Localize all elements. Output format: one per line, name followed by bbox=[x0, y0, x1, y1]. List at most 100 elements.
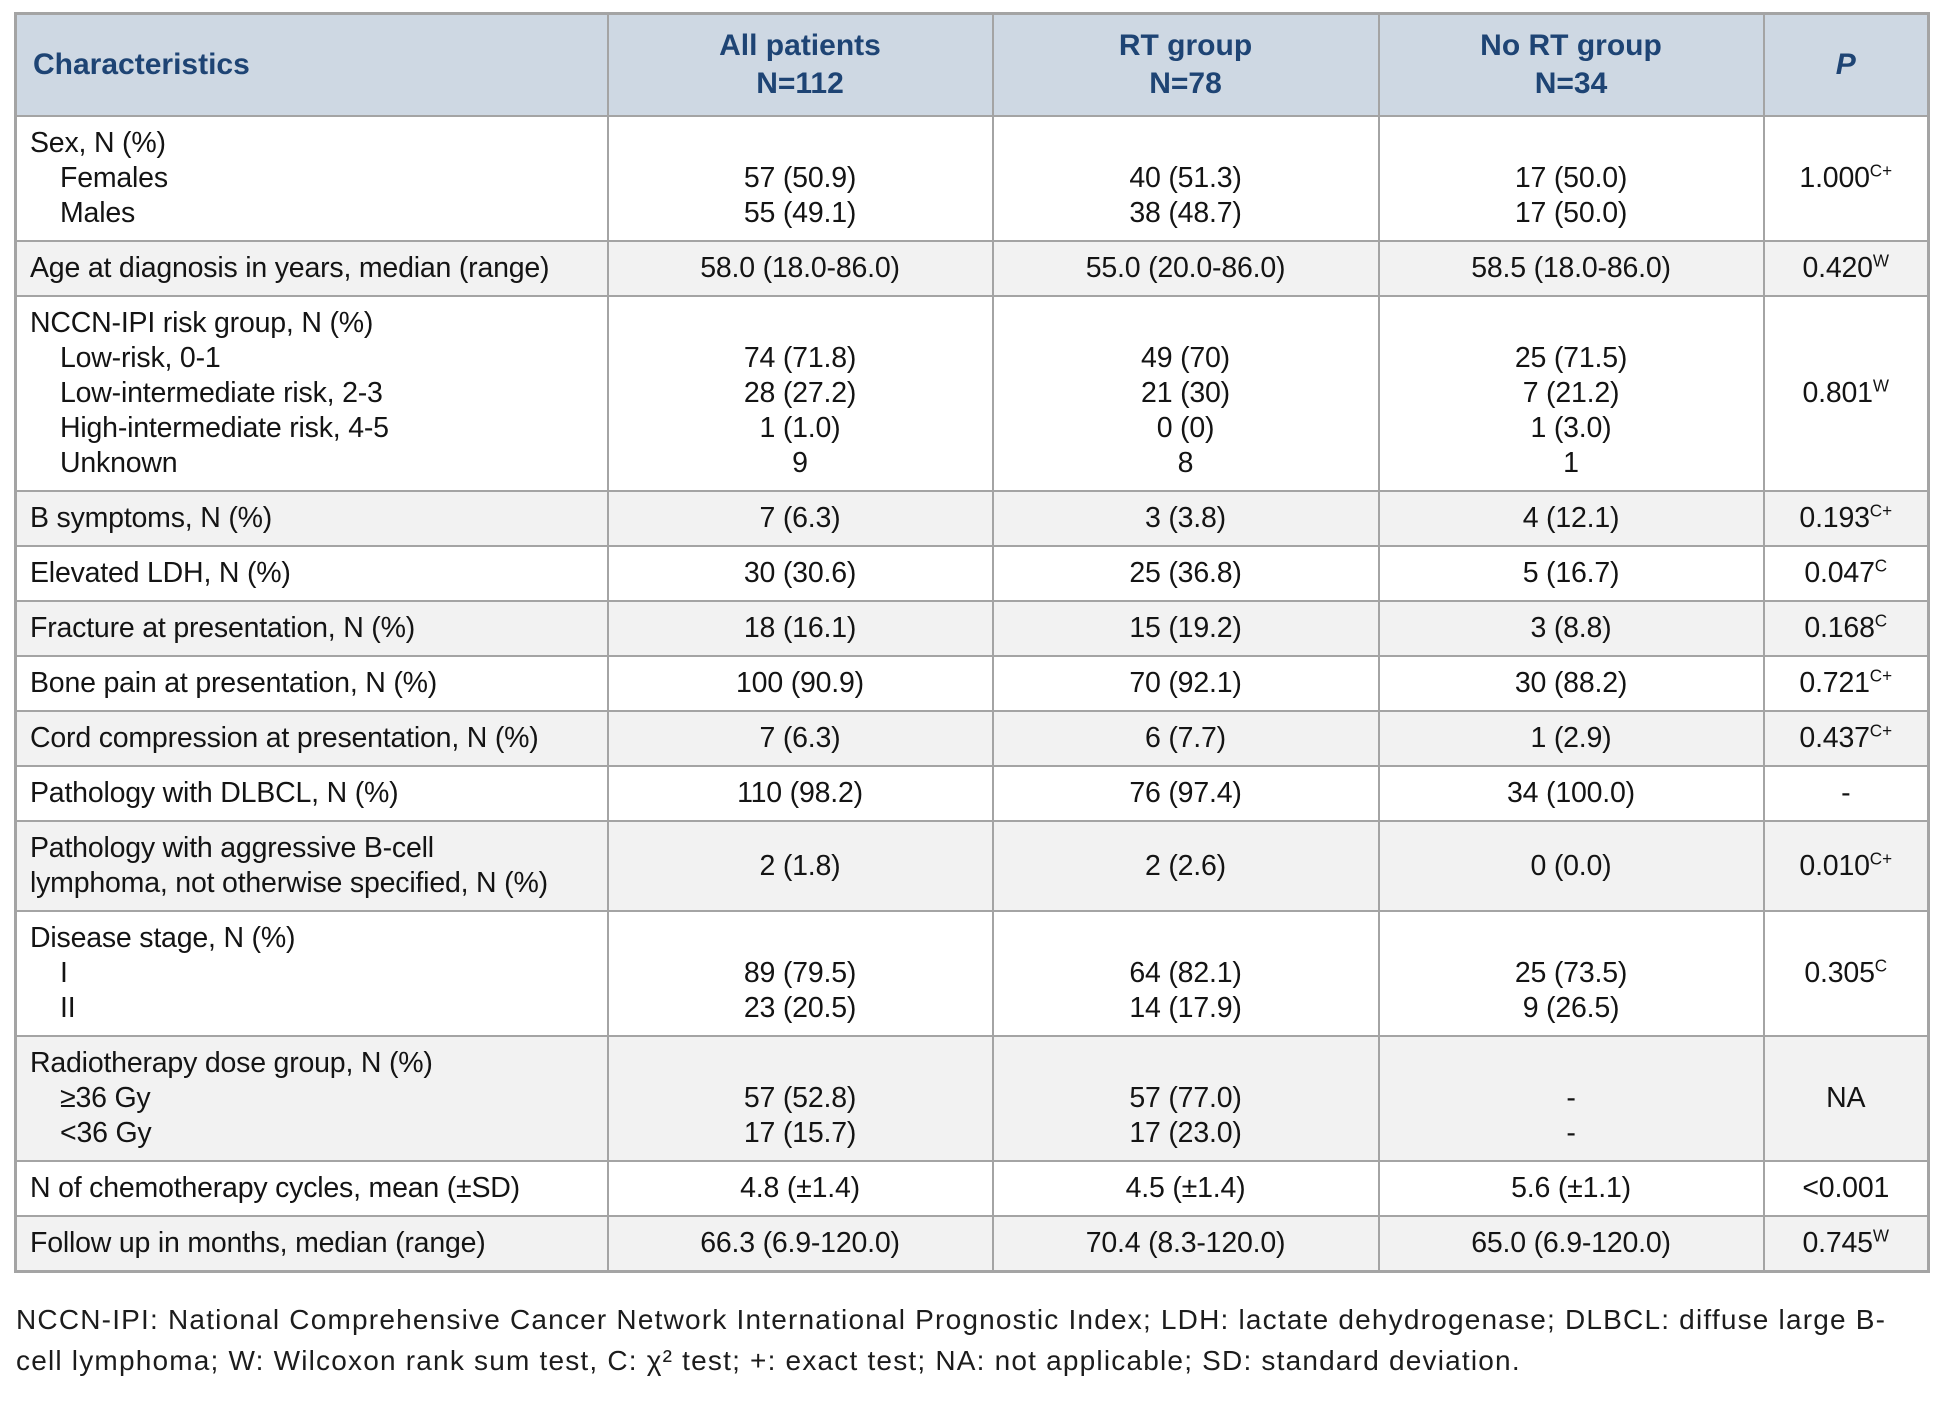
value-line: 58.0 (18.0-86.0) bbox=[700, 252, 900, 284]
row-label: Follow up in months, median (range) bbox=[14, 1215, 609, 1273]
value-line: 2 (2.6) bbox=[1145, 849, 1226, 882]
value-line: 5 (16.7) bbox=[1522, 557, 1620, 589]
row-label: Age at diagnosis in years, median (range… bbox=[14, 240, 609, 297]
row-label-line: I bbox=[60, 957, 68, 989]
p-superscript: W bbox=[1872, 376, 1889, 396]
value-line: 70.4 (8.3-120.0) bbox=[1085, 1227, 1286, 1259]
table-row: Disease stage, N (%) I II 89 (79.5) 23 (20.… bbox=[14, 910, 1930, 1037]
value-line: 89 (79.5) bbox=[743, 957, 857, 989]
col-header-all-patients: All patients N=112 bbox=[606, 12, 994, 117]
row-label-line: Bone pain at presentation, N (%) bbox=[30, 667, 438, 699]
p-superscript: C bbox=[1874, 611, 1888, 631]
cell-p-value: 0.010C+ bbox=[1762, 820, 1930, 912]
value-line: 57 (52.8) bbox=[743, 1082, 857, 1114]
cell-no-rt-group: 5 (16.7) bbox=[1377, 545, 1765, 602]
value-line: 1 (1.0) bbox=[759, 412, 841, 444]
row-label: Elevated LDH, N (%) bbox=[14, 545, 609, 602]
value-line: 3 (8.8) bbox=[1530, 612, 1612, 644]
p-superscript: C+ bbox=[1869, 666, 1893, 686]
table-footnote: NCCN-IPI: National Comprehensive Cancer … bbox=[16, 1304, 1887, 1376]
p-superscript: C+ bbox=[1869, 849, 1893, 868]
value-line: 5.6 (±1.1) bbox=[1511, 1172, 1631, 1204]
value-line: - bbox=[1566, 1082, 1576, 1114]
table-row: Elevated LDH, N (%) 30 (30.6) 25 (36.8) 5 (… bbox=[14, 545, 1930, 602]
value-line bbox=[1006, 306, 1366, 341]
col-header-p-value: P bbox=[1762, 12, 1930, 117]
row-label: Radiotherapy dose group, N (%) ≥36 Gy <36 … bbox=[14, 1035, 609, 1162]
row-label: Fracture at presentation, N (%) bbox=[14, 600, 609, 657]
value-line: 66.3 (6.9-120.0) bbox=[700, 1227, 900, 1259]
value-line bbox=[1392, 126, 1751, 161]
col-header-sublabel: N=78 bbox=[1149, 67, 1222, 100]
cell-rt-group: 70 (92.1) bbox=[991, 655, 1380, 712]
p-superscript: W bbox=[1872, 251, 1889, 271]
table-head: Characteristics All patients N=112 RT gr… bbox=[14, 12, 1930, 117]
cell-p-value: - bbox=[1762, 765, 1930, 822]
cell-no-rt-group: 5.6 (±1.1) bbox=[1377, 1160, 1765, 1217]
cell-p-value: 0.437C+ bbox=[1762, 710, 1930, 767]
cell-p-value: 0.801W bbox=[1762, 295, 1930, 492]
p-superscript: C bbox=[1874, 956, 1888, 976]
value-line: 74 (71.8) bbox=[743, 342, 857, 374]
value-line: 65.0 (6.9-120.0) bbox=[1471, 1227, 1671, 1259]
cell-no-rt-group: 34 (100.0) bbox=[1377, 765, 1765, 822]
p-superscript: C+ bbox=[1869, 721, 1893, 741]
cell-no-rt-group: 30 (88.2) bbox=[1377, 655, 1765, 712]
cell-rt-group: 2 (2.6) bbox=[991, 820, 1380, 912]
cell-rt-group: 15 (19.2) bbox=[991, 600, 1380, 657]
cell-no-rt-group: 1 (2.9) bbox=[1377, 710, 1765, 767]
col-header-rt-group: RT group N=78 bbox=[991, 12, 1380, 117]
value-line: 1 bbox=[1563, 447, 1579, 479]
col-header-sublabel: N=34 bbox=[1534, 67, 1608, 100]
cell-rt-group: 40 (51.3) 38 (48.7) bbox=[991, 115, 1380, 242]
p-superscript: C+ bbox=[1869, 161, 1893, 181]
cell-p-value: 0.047C bbox=[1762, 545, 1930, 602]
table-row: Follow up in months, median (range) 66.3 … bbox=[14, 1215, 1930, 1273]
col-header-sublabel: N=112 bbox=[756, 67, 844, 100]
table-row: Pathology with DLBCL, N (%) 110 (98.2) 76 … bbox=[14, 765, 1930, 822]
value-line: 6 (7.7) bbox=[1145, 722, 1226, 754]
cell-all-patients: 100 (90.9) bbox=[606, 655, 994, 712]
value-line bbox=[1006, 921, 1366, 956]
cell-all-patients: 18 (16.1) bbox=[606, 600, 994, 657]
value-line: 70 (92.1) bbox=[1129, 667, 1242, 699]
cell-p-value: 0.193C+ bbox=[1762, 490, 1930, 547]
value-line: 55.0 (20.0-86.0) bbox=[1085, 252, 1286, 284]
col-header-no-rt-group: No RT group N=34 bbox=[1377, 12, 1765, 117]
table-row: Bone pain at presentation, N (%) 100 (90.… bbox=[14, 655, 1930, 712]
row-label-line: Low-risk, 0-1 bbox=[60, 342, 221, 374]
col-header-label: Characteristics bbox=[33, 48, 250, 81]
cell-all-patients: 89 (79.5) 23 (20.5) bbox=[606, 910, 994, 1037]
cell-no-rt-group: 65.0 (6.9-120.0) bbox=[1377, 1215, 1765, 1273]
cell-no-rt-group: 25 (71.5) 7 (21.2) 1 (3.0) 1 bbox=[1377, 295, 1765, 492]
cell-rt-group: 6 (7.7) bbox=[991, 710, 1380, 767]
col-header-characteristics: Characteristics bbox=[14, 12, 609, 117]
table-row: NCCN-IPI risk group, N (%) Low-risk, 0-1 L… bbox=[14, 295, 1930, 492]
table-row: Sex, N (%) Females Males 57 (50.9) 55 (49.1… bbox=[14, 115, 1930, 242]
row-label-line: Males bbox=[60, 197, 136, 229]
value-line: 110 (98.2) bbox=[737, 777, 863, 809]
cell-all-patients: 110 (98.2) bbox=[606, 765, 994, 822]
row-label-line: Pathology with aggressive B-cell bbox=[30, 832, 434, 864]
cell-p-value: 1.000C+ bbox=[1762, 115, 1930, 242]
row-label-line: Sex, N (%) bbox=[30, 127, 166, 159]
value-line: 0 (0.0) bbox=[1530, 849, 1612, 882]
value-line: 28 (27.2) bbox=[743, 377, 857, 409]
col-header-label: No RT group bbox=[1480, 29, 1662, 62]
cell-rt-group: 55.0 (20.0-86.0) bbox=[991, 240, 1380, 297]
value-line: 0 (0) bbox=[1156, 412, 1215, 444]
cell-all-patients: 57 (52.8) 17 (15.7) bbox=[606, 1035, 994, 1162]
cell-no-rt-group: 3 (8.8) bbox=[1377, 600, 1765, 657]
row-label-line: ≥36 Gy bbox=[60, 1082, 151, 1114]
cell-p-value: 0.305C bbox=[1762, 910, 1930, 1037]
cell-rt-group: 4.5 (±1.4) bbox=[991, 1160, 1380, 1217]
cell-all-patients: 4.8 (±1.4) bbox=[606, 1160, 994, 1217]
value-line: 3 (3.8) bbox=[1145, 502, 1226, 534]
col-header-label: All patients bbox=[719, 29, 881, 62]
value-line: 30 (88.2) bbox=[1514, 667, 1628, 699]
cell-no-rt-group: 4 (12.1) bbox=[1377, 490, 1765, 547]
row-label: N of chemotherapy cycles, mean (±SD) bbox=[14, 1160, 609, 1217]
value-line bbox=[621, 126, 980, 161]
row-label-line: Females bbox=[60, 162, 168, 194]
cell-p-value: 0.745W bbox=[1762, 1215, 1930, 1273]
